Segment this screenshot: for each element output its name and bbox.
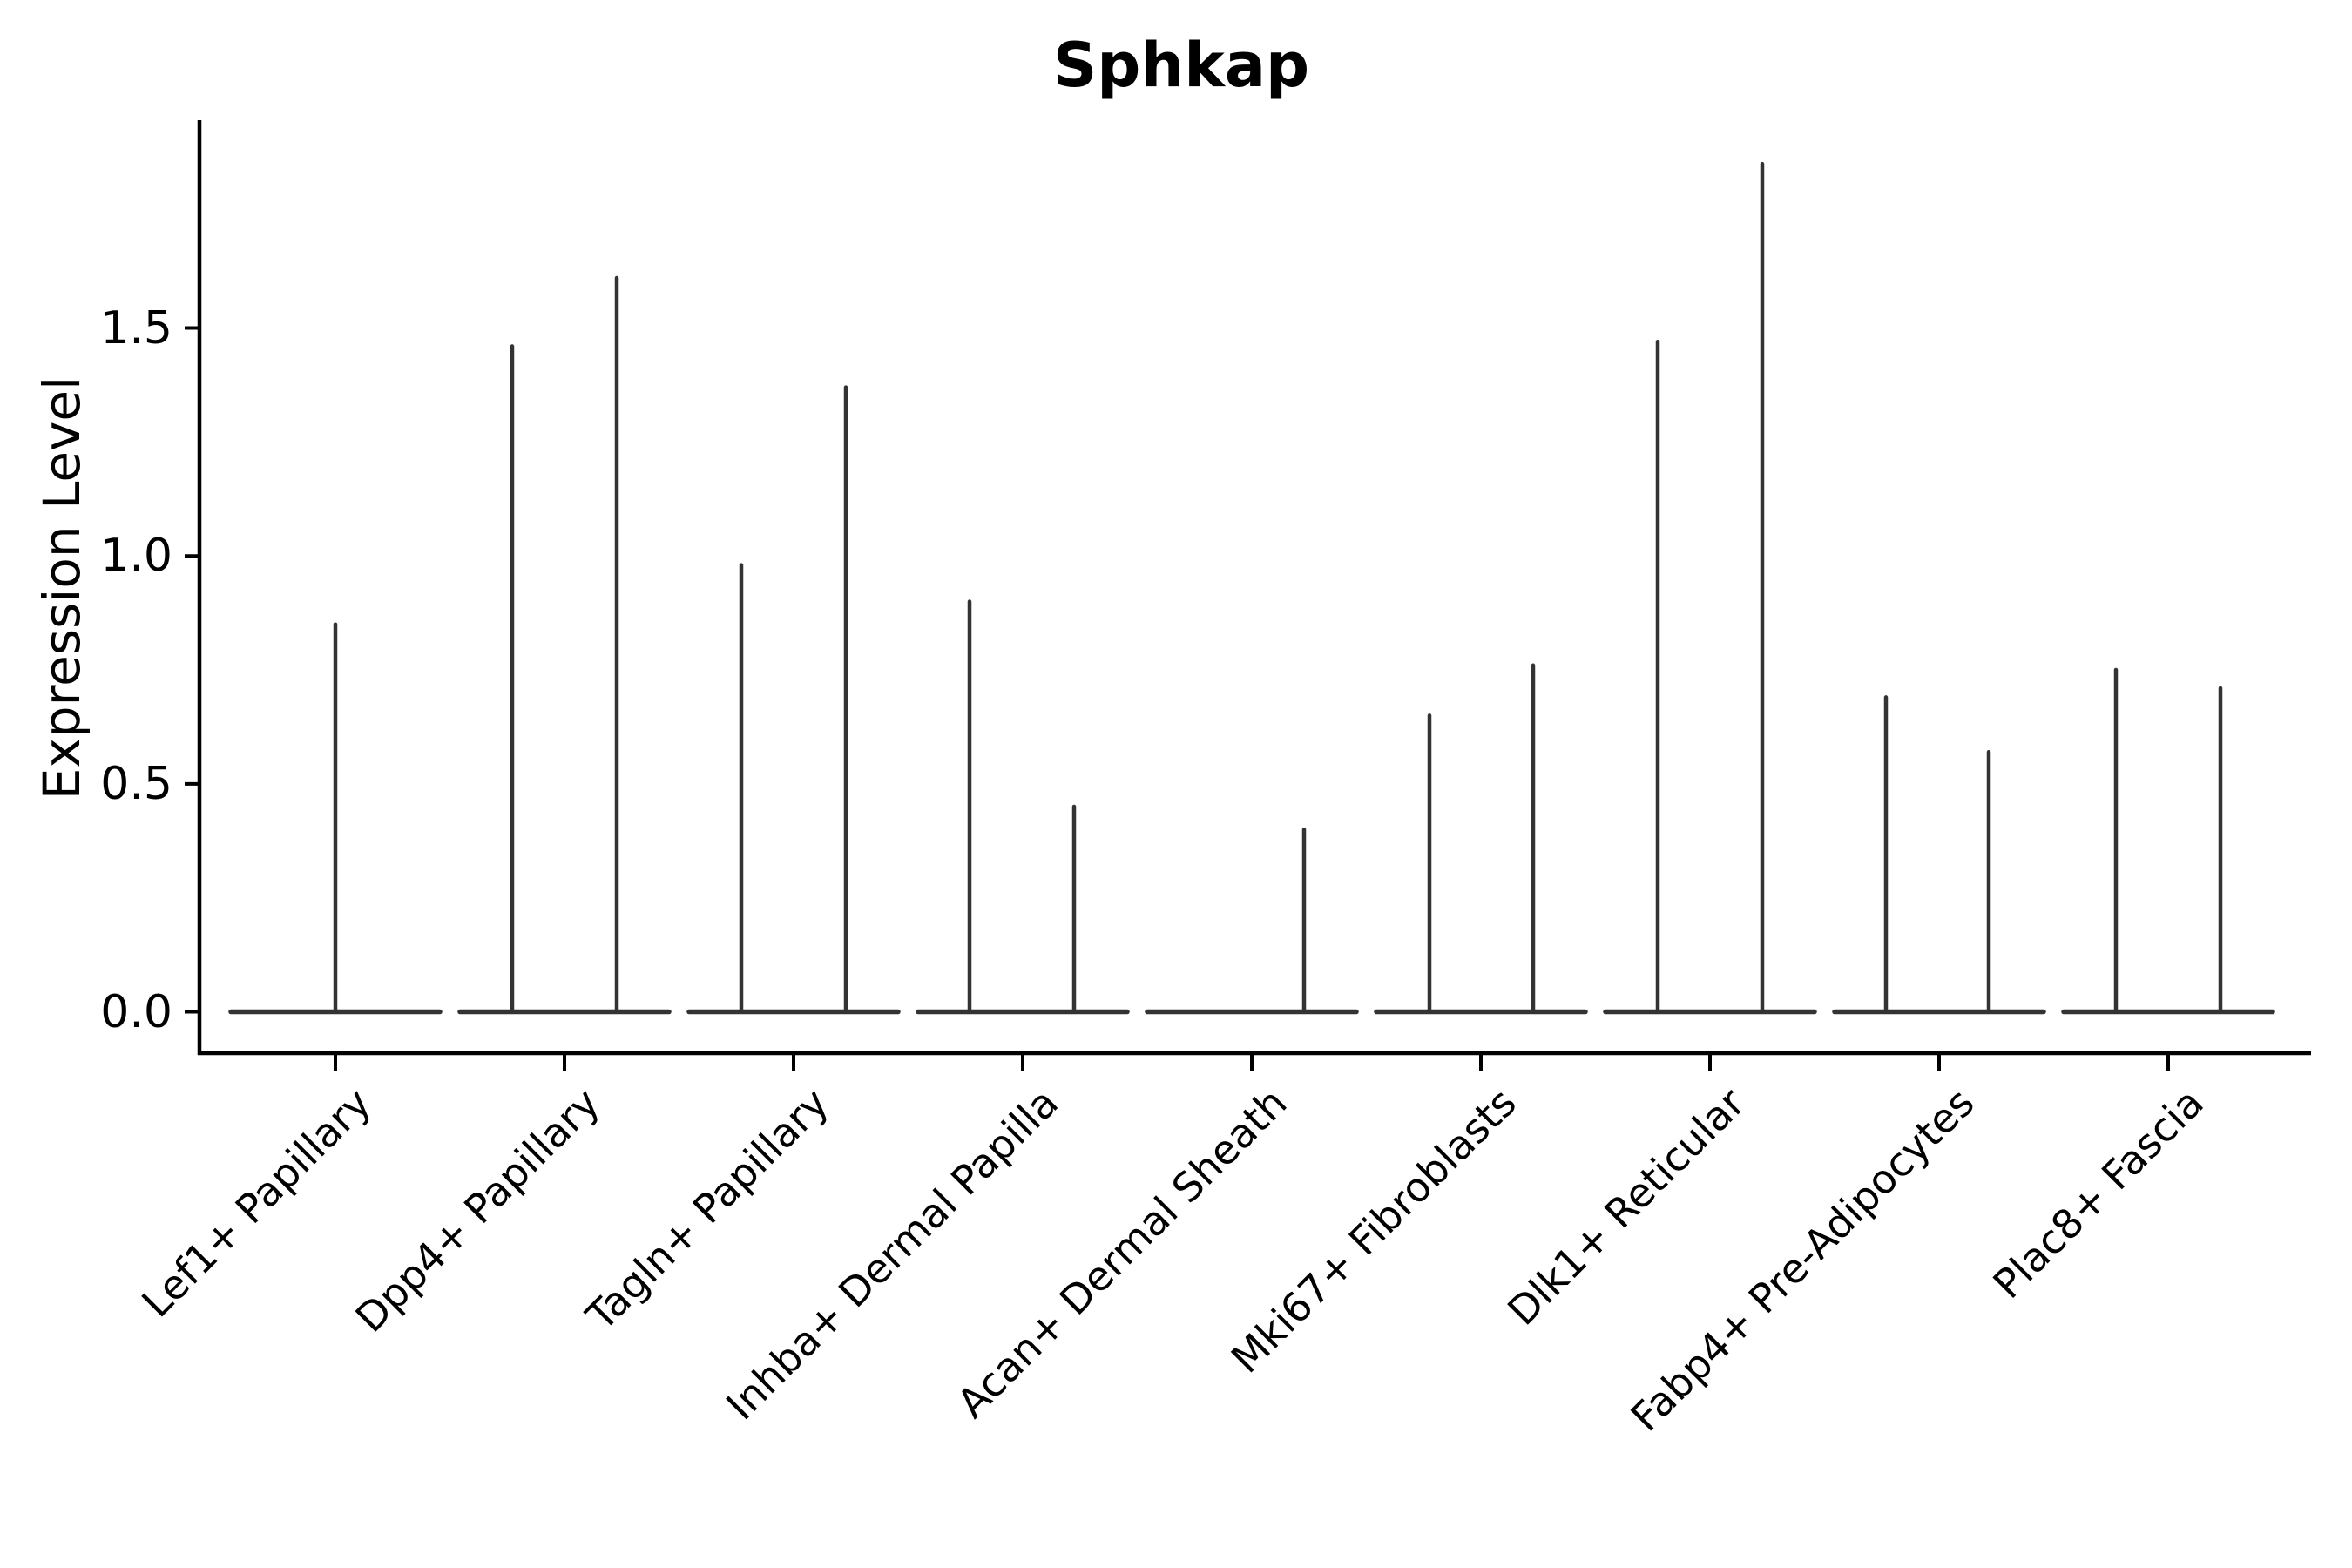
y-tick-label: 1.0 [100, 530, 172, 583]
y-tick-label: 0.0 [100, 985, 172, 1038]
chart-title: Sphkap [1052, 30, 1310, 101]
y-tick-label: 1.5 [100, 301, 172, 355]
y-tick-label: 0.5 [100, 757, 172, 810]
